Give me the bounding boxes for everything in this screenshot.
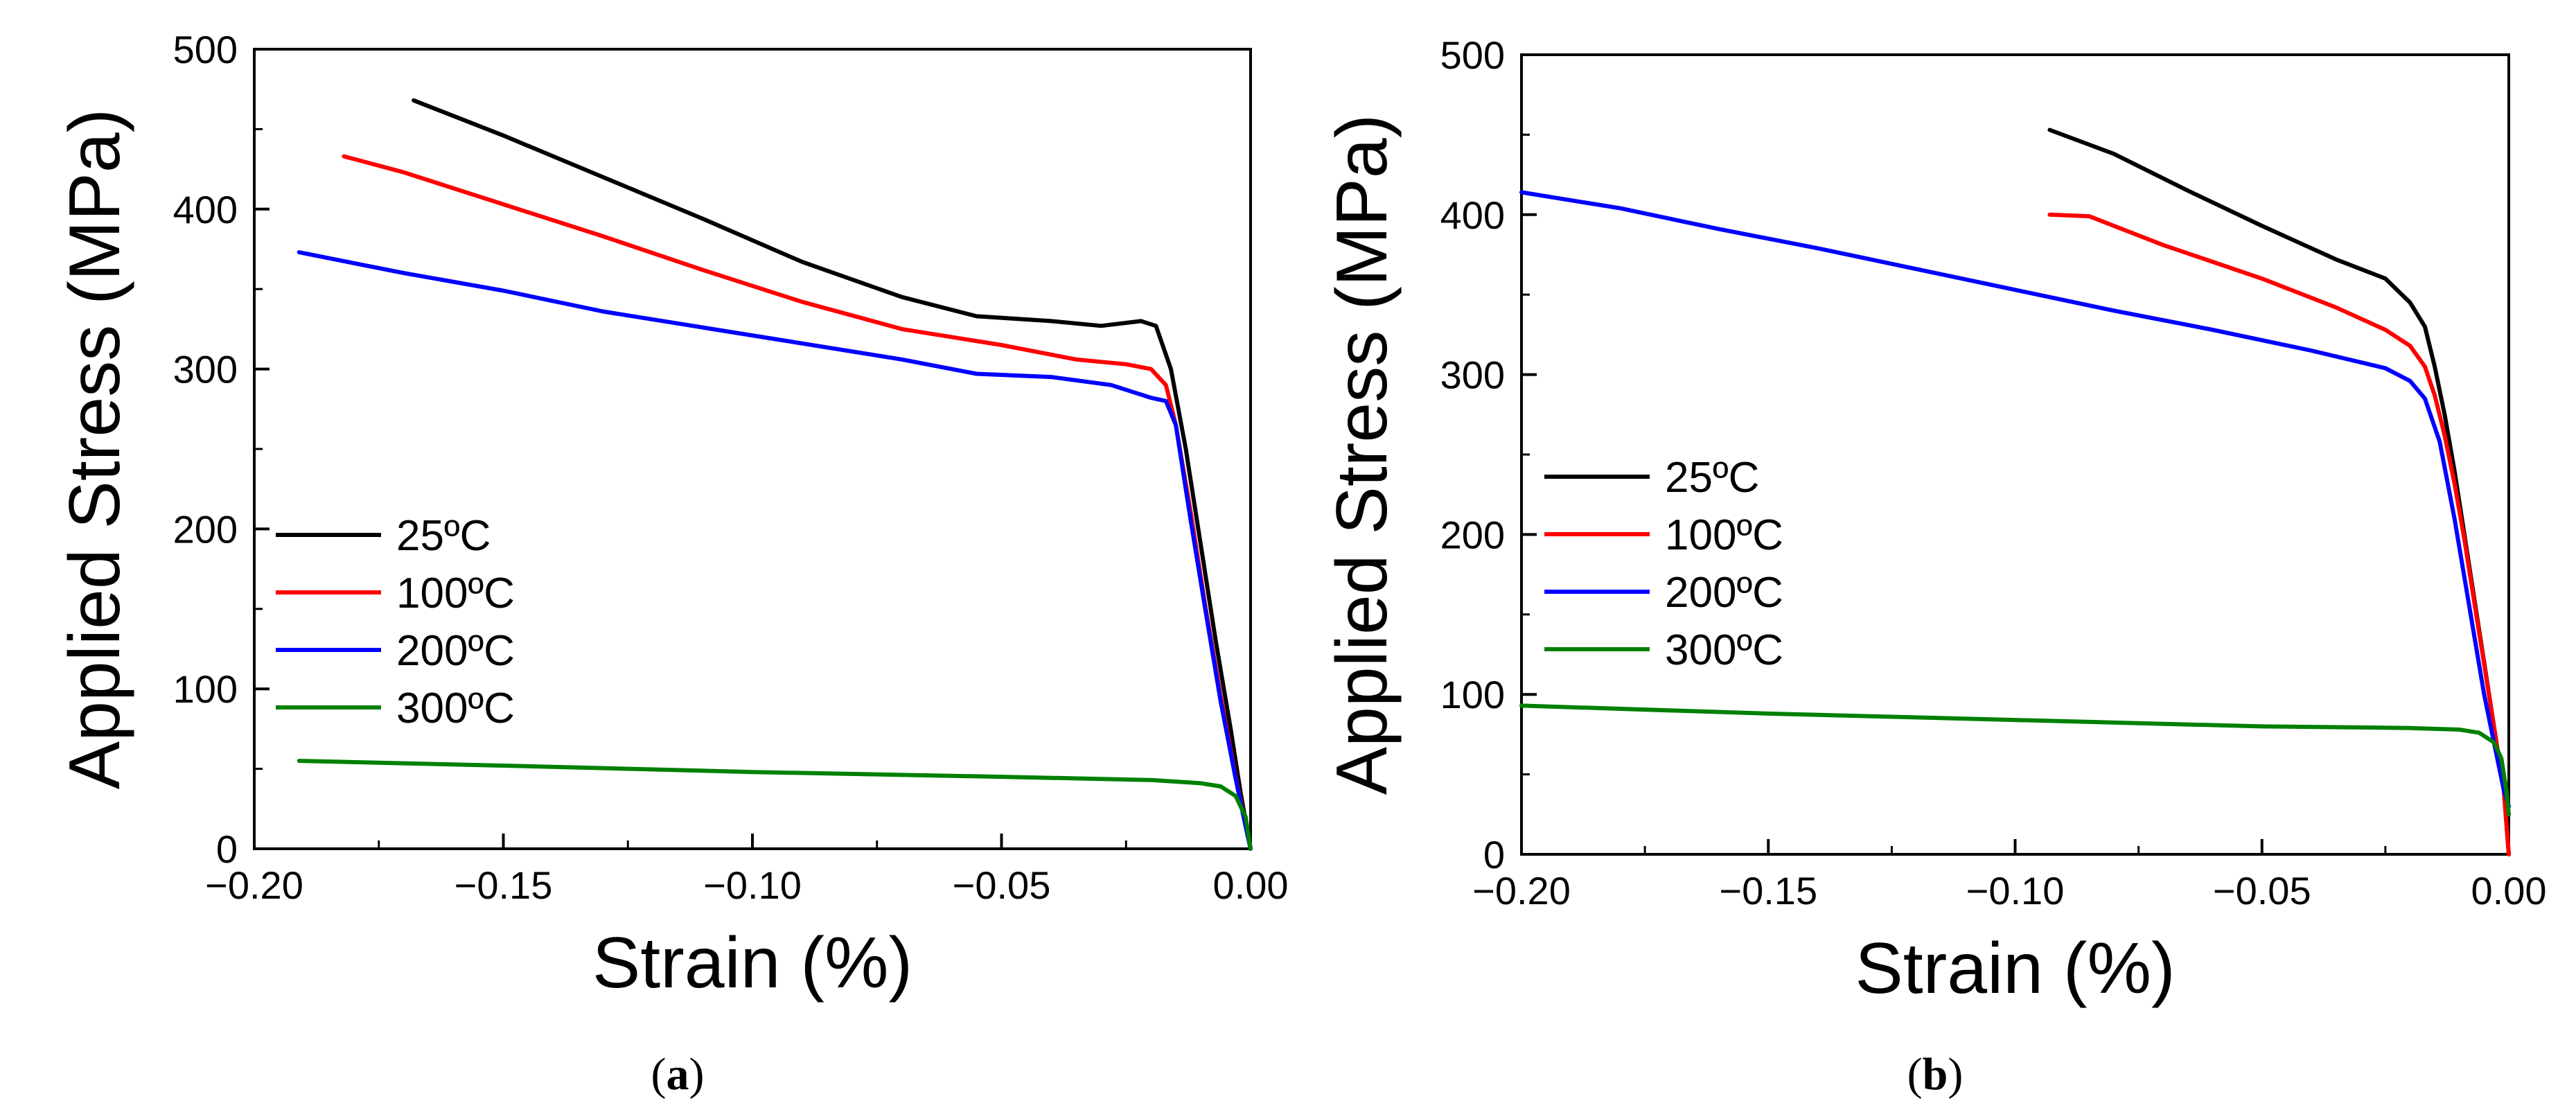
- panel-b-chart: −0.20 −0.15 −0.10 −0.05 0.00 0 100 200 300 400 500…: [1322, 33, 2547, 1009]
- y-tick-label: 500: [1440, 33, 1505, 77]
- y-tick-label: 0: [216, 827, 238, 871]
- panel-a-caption-letter: a: [667, 1049, 689, 1100]
- y-tick-label: 400: [173, 188, 238, 231]
- panel-b-caption: (b): [1907, 1049, 1964, 1100]
- panel-a-chart: −0.20 −0.15 −0.10 −0.05 0.00 0 100 200 300 400 500…: [55, 28, 1289, 1003]
- y-tick-label: 0: [1483, 833, 1505, 876]
- y-tick-label: 200: [173, 507, 238, 551]
- legend-label: 25ºC: [396, 512, 491, 560]
- x-axis-title: Strain (%): [1855, 928, 2175, 1009]
- y-tick-label: 200: [1440, 513, 1505, 556]
- series-line: [1519, 703, 2511, 817]
- x-tick-label: −0.20: [1472, 869, 1571, 913]
- y-tick-label: 500: [173, 28, 238, 71]
- series-line: [1519, 190, 2511, 809]
- x-axis-title: Strain (%): [592, 923, 912, 1003]
- y-tick-label: 300: [173, 348, 238, 391]
- series-line: [412, 98, 1253, 851]
- series-line: [297, 250, 1253, 851]
- x-tick-label: −0.10: [1966, 869, 2065, 913]
- legend-label: 100ºC: [1665, 511, 1783, 559]
- panel-b-caption-letter: b: [1923, 1049, 1948, 1100]
- legend-label: 200ºC: [396, 627, 515, 675]
- y-axis-title: Applied Stress (MPa): [55, 109, 135, 790]
- x-tick-label: −0.20: [205, 863, 303, 907]
- series-line: [297, 759, 1253, 851]
- series-line: [2047, 212, 2511, 856]
- legend-label: 100ºC: [396, 570, 515, 617]
- x-tick-label: −0.15: [1719, 869, 1817, 913]
- x-tick-label: −0.05: [2213, 869, 2311, 913]
- y-tick-label: 400: [1440, 193, 1505, 237]
- y-tick-label: 300: [1440, 353, 1505, 397]
- legend-label: 300ºC: [396, 685, 515, 732]
- panel-a-caption: (a): [651, 1049, 705, 1100]
- legend-label: 25ºC: [1665, 454, 1759, 502]
- legend-label: 300ºC: [1665, 626, 1783, 674]
- y-tick-label: 100: [173, 667, 238, 711]
- x-tick-label: 0.00: [2471, 869, 2547, 913]
- x-tick-label: −0.15: [455, 863, 553, 907]
- x-tick-label: −0.10: [703, 863, 802, 907]
- y-axis-title: Applied Stress (MPa): [1322, 114, 1402, 795]
- x-tick-label: −0.05: [953, 863, 1051, 907]
- x-tick-label: 0.00: [1213, 863, 1289, 907]
- legend-label: 200ºC: [1665, 569, 1783, 617]
- y-tick-label: 100: [1440, 673, 1505, 716]
